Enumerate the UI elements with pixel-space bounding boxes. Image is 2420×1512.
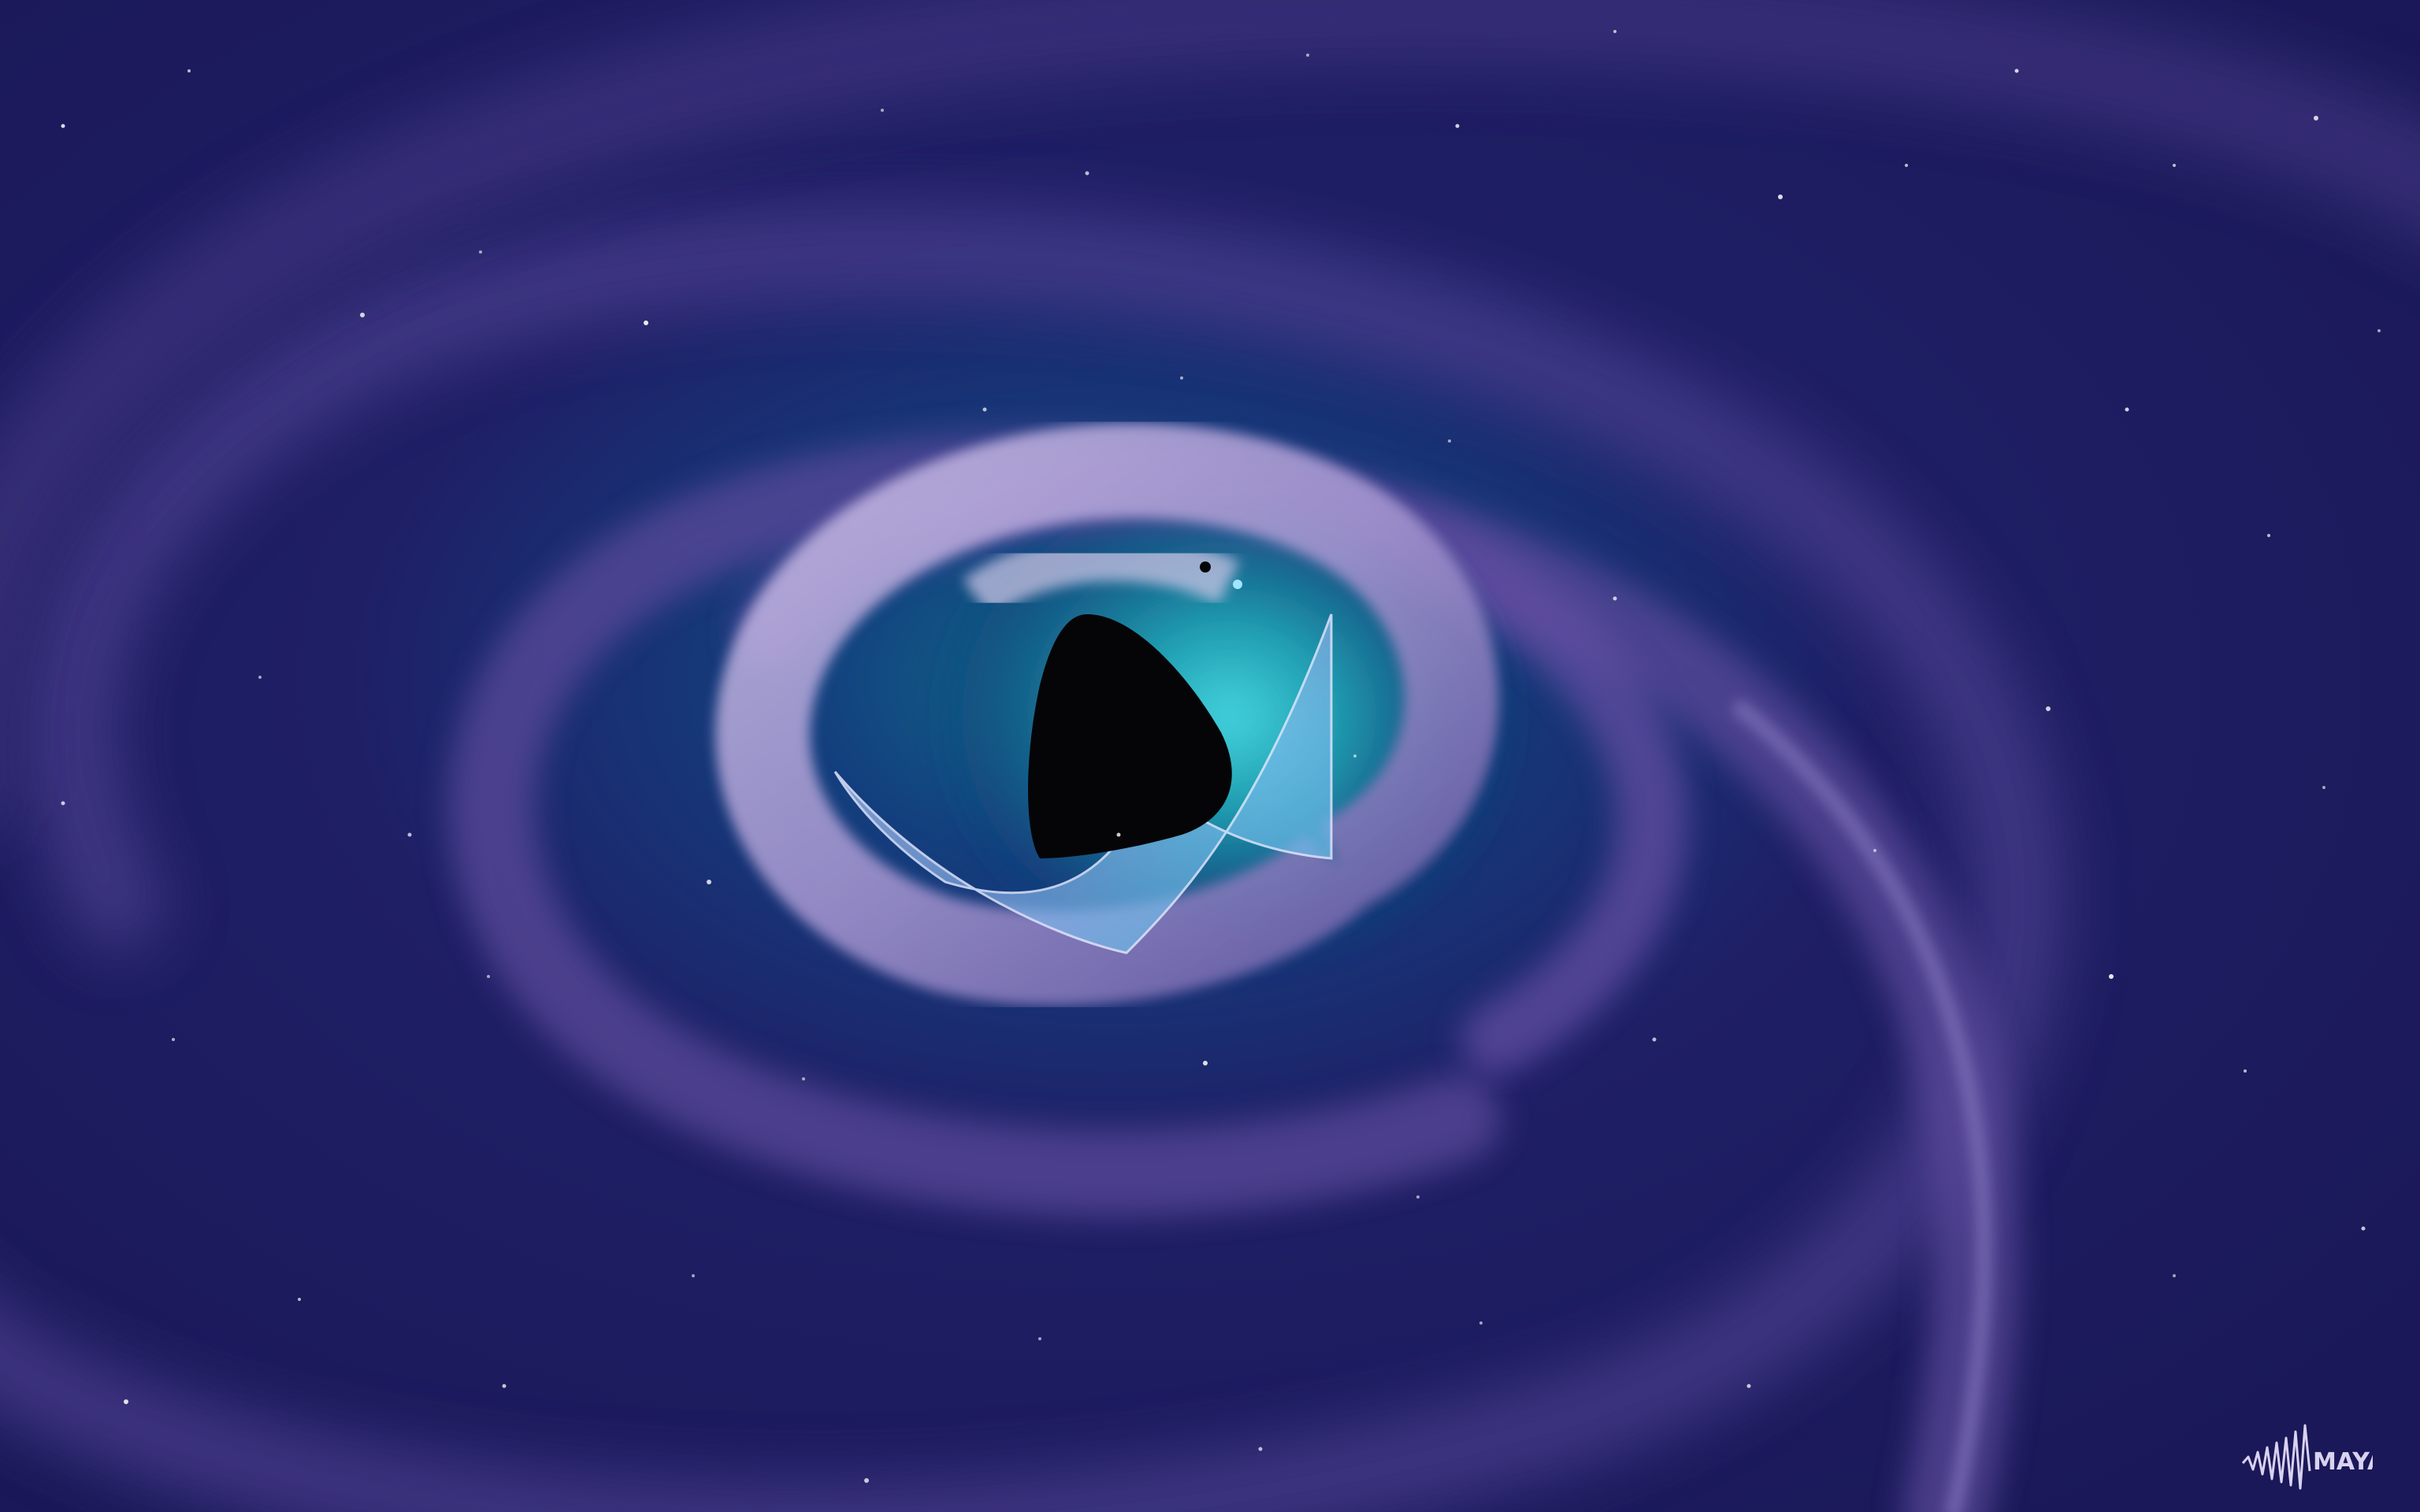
black-hole-shadow	[1028, 614, 1232, 858]
waveform-icon	[2241, 1424, 2311, 1490]
companion-black-hole	[1200, 561, 1211, 573]
maya-logo: MAYA	[2239, 1408, 2373, 1495]
inner-spiral	[715, 423, 1499, 1006]
star-field	[61, 30, 2381, 1483]
spacetime-warp-sheet	[833, 613, 1333, 954]
companion-star	[1233, 580, 1242, 589]
logo-text: MAYA	[2313, 1448, 2373, 1476]
